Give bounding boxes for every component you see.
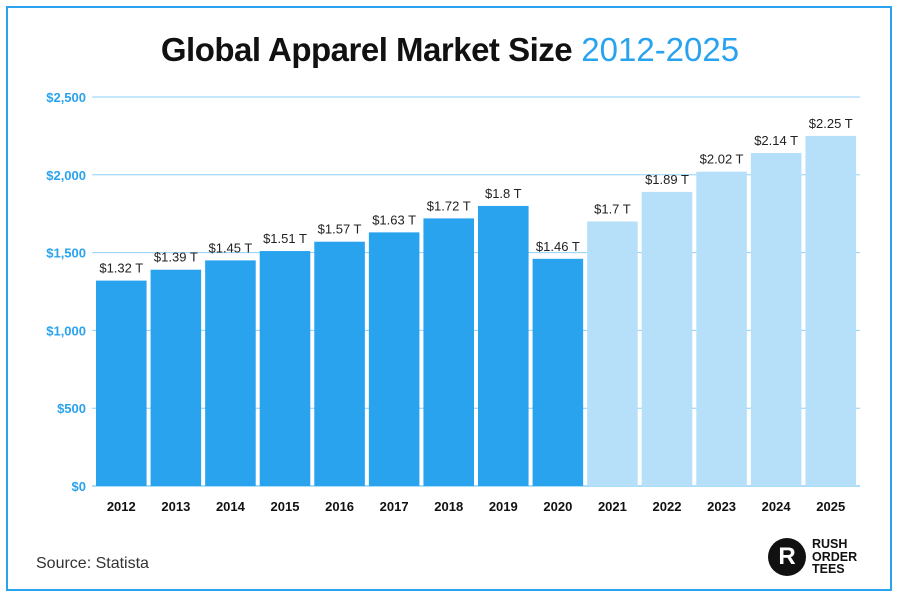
y-tick-label: $2,000 — [46, 168, 86, 183]
x-tick-label: 2018 — [434, 499, 463, 514]
bar — [587, 221, 638, 487]
data-label: $1.46 T — [536, 239, 580, 254]
bar — [641, 191, 693, 486]
x-tick-label: 2013 — [161, 499, 190, 514]
bar — [96, 280, 147, 486]
bar — [532, 258, 584, 486]
data-label: $1.51 T — [263, 231, 307, 246]
bar — [314, 241, 365, 486]
y-tick-label: $2,500 — [46, 90, 86, 105]
data-label: $2.14 T — [754, 133, 798, 148]
bar — [478, 205, 529, 487]
logo-word: TEES — [812, 562, 845, 577]
source-note: Source: Statista — [36, 555, 149, 572]
x-tick-label: 2014 — [216, 499, 246, 514]
x-tick-label: 2017 — [380, 499, 409, 514]
y-tick-label: $1,500 — [46, 246, 86, 261]
y-tick-label: $1,000 — [46, 323, 86, 338]
y-tick-label: $0 — [72, 479, 86, 494]
y-tick-label: $500 — [57, 401, 86, 416]
bar — [205, 260, 256, 486]
chart-title: Global Apparel Market Size 2012-2025 — [0, 30, 900, 70]
logo-mark: R — [768, 538, 806, 576]
chart-title-main: Global Apparel Market Size — [160, 31, 573, 68]
x-tick-label: 2020 — [543, 499, 572, 514]
chart-title-years: 2012-2025 — [581, 31, 740, 68]
x-tick-label: 2024 — [762, 499, 792, 514]
bar — [423, 218, 474, 487]
data-label: $1.63 T — [372, 212, 416, 227]
bar — [150, 269, 202, 486]
x-tick-label: 2022 — [653, 499, 682, 514]
data-label: $2.25 T — [809, 116, 853, 131]
rush-order-tees-logo: R RUSH ORDER TEES — [768, 536, 878, 578]
logo-word: ORDER — [812, 549, 858, 564]
x-tick-label: 2015 — [271, 499, 300, 514]
data-label: $2.02 T — [700, 152, 744, 167]
x-tick-label: 2019 — [489, 499, 518, 514]
logo-word: RUSH — [812, 537, 848, 551]
x-tick-label: 2016 — [325, 499, 354, 514]
bar — [805, 135, 856, 486]
bar — [696, 171, 747, 487]
data-label: $1.32 T — [99, 261, 143, 276]
x-tick-label: 2012 — [107, 499, 136, 514]
bar — [750, 153, 802, 487]
data-label: $1.39 T — [154, 250, 198, 265]
logo-wordmark: RUSH ORDER TEES — [812, 538, 857, 576]
data-label: $1.89 T — [645, 172, 689, 187]
bar — [259, 251, 311, 486]
x-tick-label: 2023 — [707, 499, 736, 514]
data-label: $1.7 T — [594, 201, 631, 216]
data-label: $1.72 T — [427, 198, 471, 213]
data-label: $1.8 T — [485, 186, 522, 201]
bar — [368, 232, 420, 486]
x-tick-label: 2025 — [816, 499, 845, 514]
data-label: $1.45 T — [208, 240, 252, 255]
x-tick-label: 2021 — [598, 499, 627, 514]
data-label: $1.57 T — [318, 222, 362, 237]
